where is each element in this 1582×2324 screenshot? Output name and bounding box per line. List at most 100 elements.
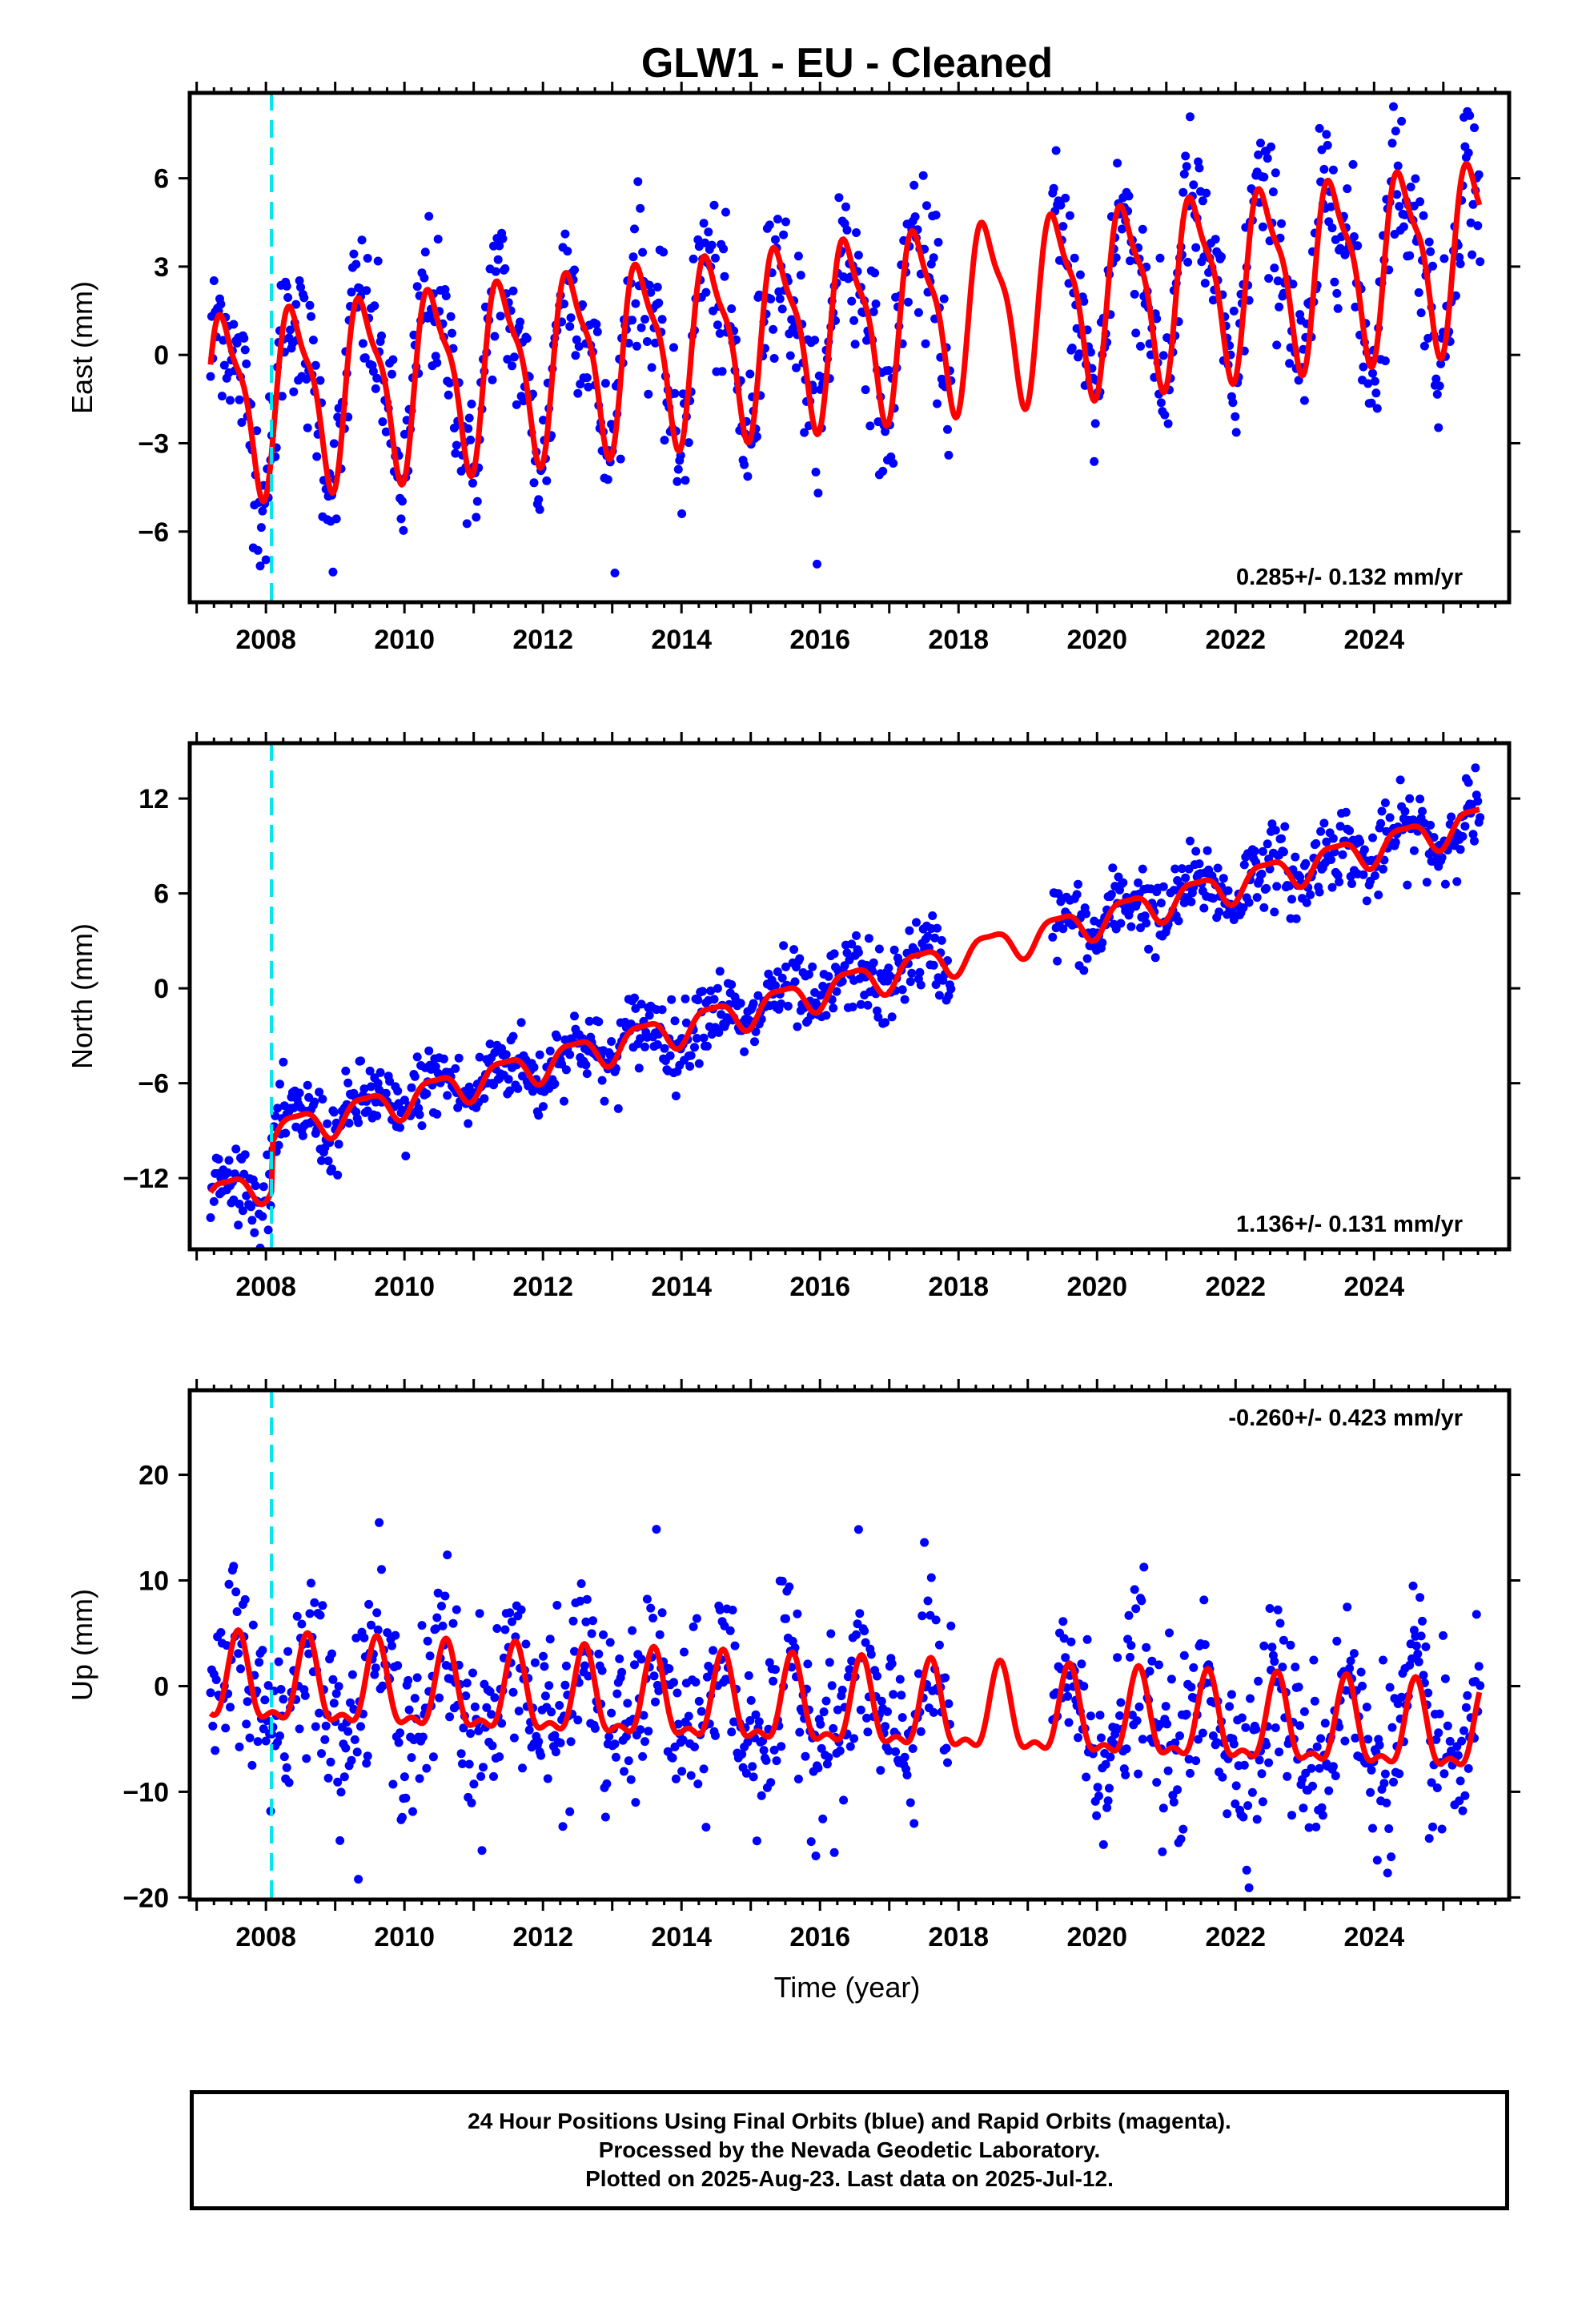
up-data-point <box>459 1723 468 1733</box>
east-data-point <box>488 375 497 384</box>
north-data-point <box>681 994 690 1003</box>
east-data-point <box>1051 146 1061 155</box>
north-data-point <box>1376 818 1386 828</box>
east-data-point <box>237 418 247 427</box>
east-data-point <box>566 313 576 323</box>
up-data-point <box>304 1649 314 1659</box>
up-data-point <box>1116 1698 1126 1707</box>
up-data-point <box>1058 1617 1068 1626</box>
up-data-point <box>1453 1751 1463 1760</box>
north-data-point <box>1258 846 1267 856</box>
north-data-point <box>795 954 805 963</box>
east-data-point <box>331 514 341 524</box>
east-data-point <box>841 202 850 211</box>
east-data-point <box>508 286 518 296</box>
up-data-point <box>378 1681 387 1691</box>
east-x-tick-label: 2020 <box>1066 625 1127 655</box>
up-data-point <box>1367 1765 1376 1775</box>
east-data-point <box>652 283 662 292</box>
up-data-point <box>500 1625 510 1634</box>
up-data-point <box>654 1686 664 1695</box>
up-data-point <box>356 1722 365 1731</box>
east-data-point <box>312 452 322 461</box>
up-data-point <box>1267 1642 1277 1652</box>
north-data-point <box>1422 878 1431 887</box>
up-data-point <box>488 1741 497 1751</box>
up-data-point <box>1200 1640 1210 1650</box>
up-data-point <box>331 1689 341 1699</box>
east-data-point <box>572 335 581 344</box>
up-data-point <box>746 1695 756 1705</box>
north-data-point <box>259 1182 268 1192</box>
east-data-point <box>636 203 645 213</box>
north-plot-area <box>206 743 1485 1249</box>
north-data-point <box>1134 878 1143 887</box>
north-y-axis-label: North (mm) <box>66 923 98 1069</box>
east-data-point <box>355 283 364 293</box>
up-data-point <box>883 1707 892 1716</box>
east-data-point <box>1267 142 1275 151</box>
north-data-point <box>1082 954 1092 963</box>
up-data-point <box>1283 1771 1292 1781</box>
east-x-tick-label: 2024 <box>1343 625 1404 655</box>
east-data-point <box>1181 151 1191 161</box>
up-data-point <box>1299 1803 1308 1813</box>
north-data-point <box>298 1131 307 1140</box>
north-data-point <box>1306 890 1315 899</box>
east-data-point <box>255 561 265 571</box>
up-data-point <box>292 1611 302 1621</box>
up-data-point <box>261 1736 271 1746</box>
up-data-point <box>566 1737 576 1747</box>
up-data-point <box>866 1650 876 1659</box>
up-data-point <box>1241 1723 1251 1732</box>
north-data-point <box>636 1034 645 1043</box>
up-data-point <box>1343 1602 1352 1612</box>
up-data-point <box>370 1670 379 1679</box>
up-data-point <box>862 1713 871 1723</box>
up-data-point <box>489 1771 498 1781</box>
up-data-point <box>545 1634 555 1644</box>
up-data-point <box>551 1747 560 1757</box>
up-data-point <box>1308 1781 1317 1791</box>
north-data-point <box>1058 924 1068 934</box>
up-data-point <box>680 1647 689 1657</box>
east-data-point <box>633 177 643 187</box>
north-data-point <box>1302 898 1311 907</box>
up-data-point <box>1455 1796 1464 1806</box>
east-data-point <box>1332 288 1342 298</box>
up-data-point <box>461 1691 471 1701</box>
east-data-point <box>1315 123 1324 133</box>
east-data-point <box>929 253 938 263</box>
east-data-point <box>1195 163 1204 173</box>
up-data-point <box>1082 1634 1092 1644</box>
up-x-tick-label: 2012 <box>512 1922 573 1952</box>
up-data-point <box>1252 1815 1262 1824</box>
up-data-point <box>334 1682 343 1691</box>
up-data-point <box>1074 1733 1082 1743</box>
up-data-point <box>1358 1681 1367 1691</box>
up-data-point <box>1299 1707 1309 1716</box>
east-data-point <box>1156 398 1166 408</box>
north-data-point <box>247 1202 255 1212</box>
up-data-point <box>1349 1649 1359 1659</box>
up-data-point <box>245 1733 255 1743</box>
up-data-point <box>1243 1801 1253 1811</box>
north-data-point <box>375 1068 385 1077</box>
east-data-point <box>370 301 379 311</box>
up-data-point <box>1316 1734 1326 1743</box>
east-data-point <box>1273 276 1283 286</box>
north-data-point <box>897 985 907 995</box>
up-data-point <box>1472 1610 1481 1619</box>
north-data-point <box>912 918 921 927</box>
east-data-point <box>420 273 429 283</box>
north-data-point <box>934 991 944 1000</box>
up-data-point <box>1458 1806 1468 1815</box>
up-data-point <box>825 1658 834 1667</box>
north-data-point <box>464 1119 473 1128</box>
up-data-point <box>1341 1686 1351 1695</box>
up-data-point <box>897 1691 906 1700</box>
up-data-point <box>1279 1635 1288 1645</box>
up-data-point <box>1437 1824 1447 1834</box>
east-data-point <box>432 358 442 368</box>
north-data-point <box>881 1018 890 1027</box>
